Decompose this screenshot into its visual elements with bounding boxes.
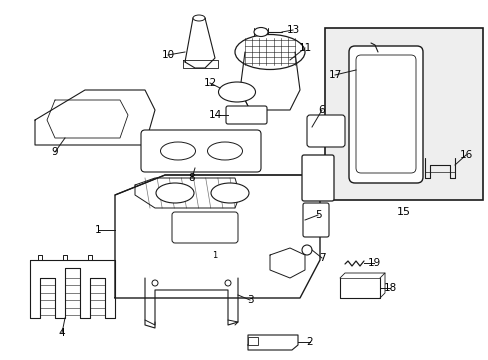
Ellipse shape	[156, 183, 194, 203]
Text: 7: 7	[318, 253, 325, 263]
FancyBboxPatch shape	[355, 55, 415, 173]
FancyBboxPatch shape	[141, 130, 261, 172]
Ellipse shape	[218, 82, 255, 102]
Ellipse shape	[253, 27, 267, 36]
Bar	[247, 337, 258, 345]
FancyBboxPatch shape	[306, 115, 345, 147]
Text: 8: 8	[188, 173, 195, 183]
Text: 17: 17	[328, 70, 341, 80]
Ellipse shape	[235, 35, 305, 69]
Text: 14: 14	[208, 110, 221, 120]
Text: 18: 18	[383, 283, 396, 293]
Text: 13: 13	[286, 25, 299, 35]
Text: 9: 9	[52, 147, 58, 157]
Ellipse shape	[160, 142, 195, 160]
Text: 15: 15	[396, 207, 410, 217]
Ellipse shape	[210, 183, 248, 203]
Text: 2: 2	[306, 337, 313, 347]
Text: 10: 10	[161, 50, 174, 60]
Ellipse shape	[193, 15, 204, 21]
Text: 12: 12	[203, 78, 216, 88]
Text: 6: 6	[318, 105, 325, 115]
FancyBboxPatch shape	[302, 155, 333, 201]
Text: 5: 5	[314, 210, 321, 220]
FancyBboxPatch shape	[348, 46, 422, 183]
Text: 1: 1	[212, 251, 217, 260]
Text: 19: 19	[366, 258, 380, 268]
Text: 16: 16	[458, 150, 472, 160]
Text: 1: 1	[95, 225, 101, 235]
FancyBboxPatch shape	[225, 106, 266, 124]
Bar	[325, 28, 482, 200]
Text: 11: 11	[298, 43, 311, 53]
Text: 3: 3	[246, 295, 253, 305]
FancyBboxPatch shape	[172, 212, 238, 243]
Text: 4: 4	[59, 328, 65, 338]
FancyBboxPatch shape	[303, 203, 328, 237]
Ellipse shape	[207, 142, 242, 160]
